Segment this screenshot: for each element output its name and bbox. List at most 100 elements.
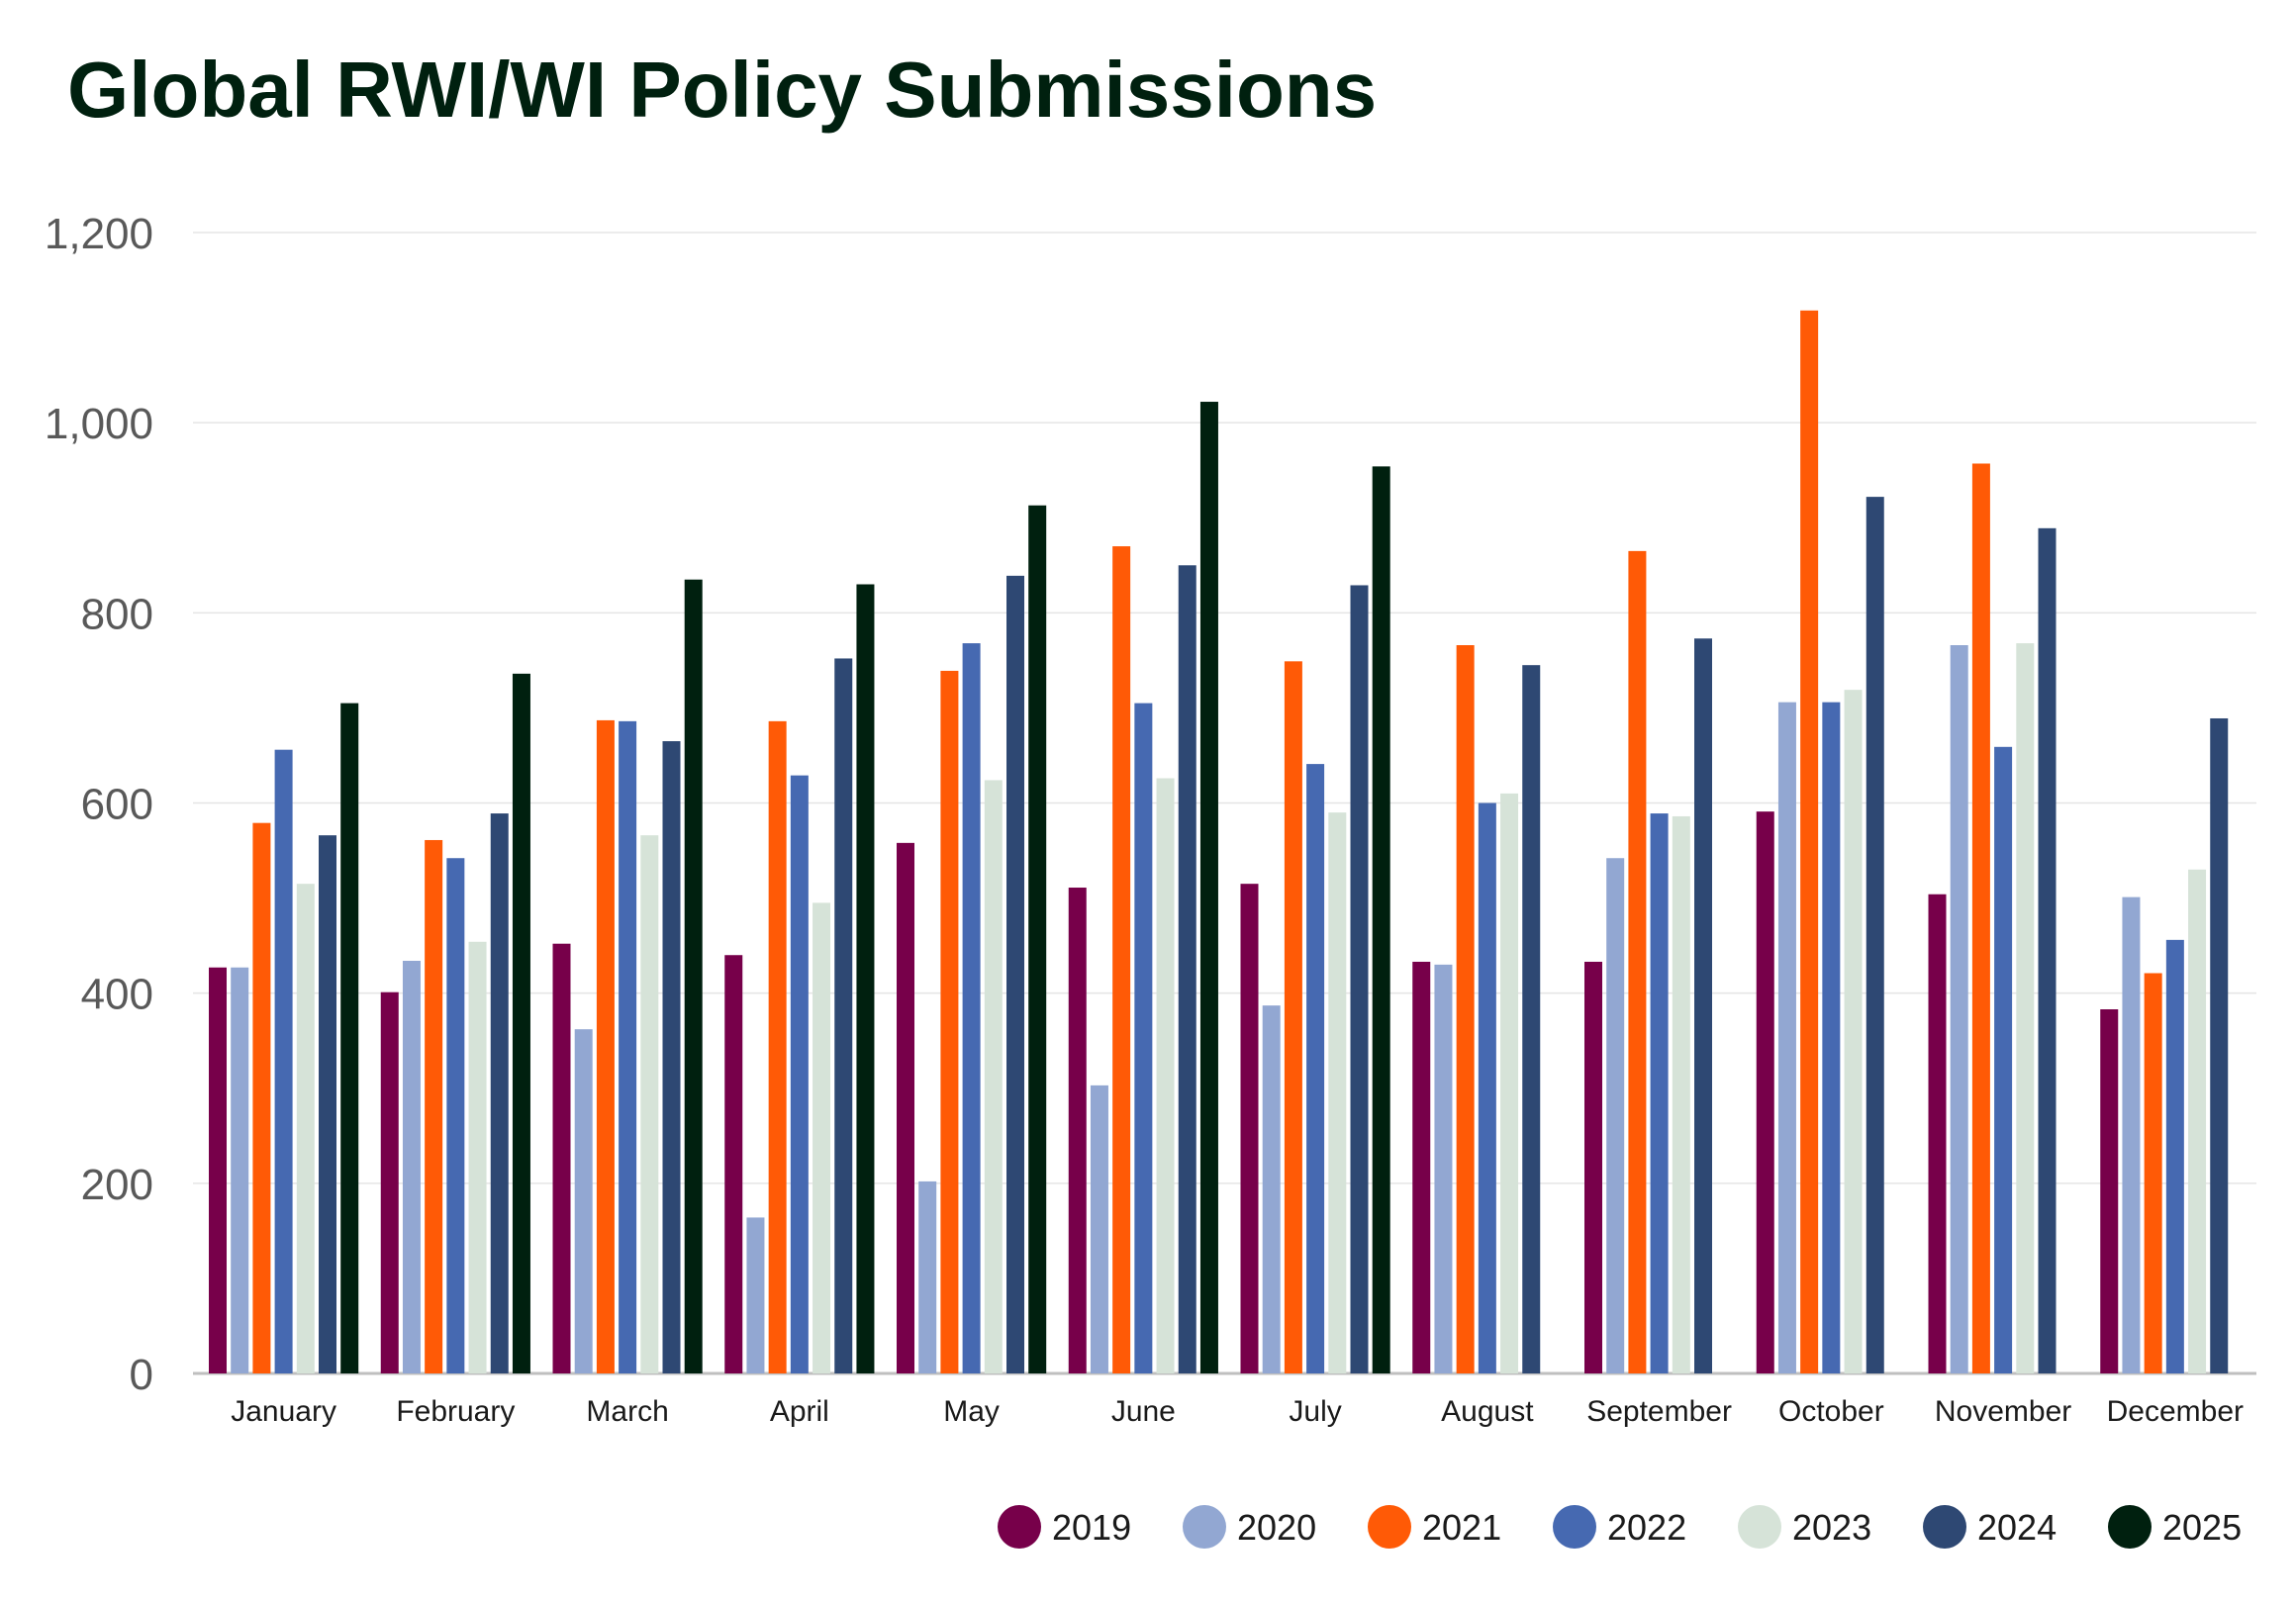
bar-january-2022: [274, 749, 293, 1373]
x-tick-label: February: [396, 1395, 515, 1428]
x-tick-label: October: [1778, 1395, 1884, 1428]
bar-august-2023: [1500, 793, 1519, 1373]
bar-group-august: [1412, 645, 1541, 1373]
bar-june-2022: [1134, 703, 1153, 1373]
x-tick-label: July: [1289, 1395, 1341, 1428]
bar-group-december: [2100, 717, 2229, 1373]
bar-november-2020: [1950, 645, 1968, 1373]
legend-swatch: [1923, 1505, 1966, 1549]
bar-group-november: [1928, 463, 2057, 1373]
legend-item-2020: 2020: [1183, 1505, 1316, 1549]
bar-november-2022: [1994, 746, 2013, 1373]
bar-may-2020: [918, 1180, 937, 1373]
legend-label: 2021: [1422, 1507, 1501, 1548]
bar-march-2020: [574, 1029, 593, 1373]
bar-group-march: [552, 579, 703, 1373]
x-tick-label: August: [1441, 1395, 1534, 1428]
legend-swatch: [2108, 1505, 2152, 1549]
bar-february-2024: [490, 813, 509, 1373]
legend-label: 2025: [2162, 1507, 2242, 1548]
bar-december-2021: [2144, 973, 2162, 1373]
bar-august-2024: [1522, 665, 1541, 1373]
legend-label: 2019: [1052, 1507, 1131, 1548]
x-axis-ticks: January February March April May June July Augu…: [231, 1395, 2244, 1428]
legend-swatch: [1738, 1505, 1781, 1549]
legend-item-2024: 2024: [1923, 1505, 2057, 1549]
bar-february-2021: [425, 839, 443, 1373]
bar-may-2022: [962, 643, 981, 1373]
bar-november-2024: [2038, 527, 2057, 1373]
bar-june-2025: [1199, 402, 1218, 1373]
bar-september-2020: [1606, 858, 1625, 1373]
bar-october-2024: [1866, 497, 1884, 1373]
legend-swatch: [1183, 1505, 1226, 1549]
bar-may-2019: [897, 842, 914, 1373]
y-axis-ticks: 0 200 400 600 800 1,000 1,200: [45, 210, 153, 1399]
bar-april-2022: [790, 775, 809, 1373]
bar-group-may: [897, 505, 1047, 1373]
y-tick-label: 1,200: [45, 210, 153, 258]
bar-july-2023: [1328, 812, 1347, 1373]
bar-february-2019: [380, 991, 399, 1373]
legend-swatch: [1553, 1505, 1596, 1549]
legend-item-2025: 2025: [2108, 1505, 2242, 1549]
bar-november-2023: [2016, 643, 2035, 1373]
bar-april-2021: [768, 720, 787, 1373]
bar-august-2022: [1478, 802, 1496, 1373]
y-tick-label: 200: [81, 1161, 153, 1209]
bars: [209, 310, 2229, 1373]
x-tick-label: September: [1586, 1395, 1732, 1428]
bar-july-2019: [1240, 884, 1259, 1373]
bar-june-2019: [1068, 888, 1087, 1373]
bar-october-2019: [1756, 811, 1774, 1373]
bar-december-2023: [2188, 869, 2207, 1373]
bar-march-2024: [662, 741, 681, 1373]
bar-march-2023: [640, 835, 659, 1373]
bar-may-2025: [1028, 505, 1047, 1373]
bar-july-2021: [1284, 661, 1302, 1373]
legend-item-2023: 2023: [1738, 1505, 1871, 1549]
bar-december-2020: [2122, 896, 2141, 1373]
bar-august-2020: [1434, 964, 1453, 1373]
chart-title: Global RWI/WI Policy Submissions: [67, 46, 1377, 134]
x-tick-label: December: [2107, 1395, 2244, 1428]
x-tick-label: June: [1111, 1395, 1176, 1428]
bar-group-april: [724, 584, 875, 1373]
gridlines: [193, 232, 2256, 1375]
bar-july-2025: [1372, 466, 1390, 1373]
bar-march-2021: [596, 719, 615, 1373]
bar-february-2020: [402, 960, 421, 1373]
bar-august-2021: [1456, 645, 1475, 1373]
bar-september-2019: [1584, 961, 1602, 1373]
legend-label: 2024: [1977, 1507, 2057, 1548]
bar-july-2022: [1306, 764, 1325, 1373]
bar-september-2021: [1628, 550, 1647, 1373]
bar-october-2020: [1777, 702, 1796, 1373]
bar-december-2024: [2210, 717, 2229, 1373]
bar-october-2021: [1800, 310, 1819, 1373]
y-tick-label: 600: [81, 781, 153, 829]
bar-june-2024: [1178, 565, 1196, 1373]
bar-august-2019: [1412, 961, 1431, 1373]
bar-december-2022: [2165, 939, 2184, 1373]
x-tick-label: March: [586, 1395, 668, 1428]
bar-january-2024: [319, 835, 336, 1373]
y-tick-label: 1,000: [45, 400, 153, 448]
bar-may-2021: [940, 670, 959, 1373]
y-tick-label: 800: [81, 590, 153, 638]
bar-november-2019: [1928, 894, 1947, 1373]
legend-label: 2020: [1237, 1507, 1316, 1548]
bar-april-2019: [724, 955, 743, 1373]
bar-april-2020: [746, 1217, 765, 1373]
bar-january-2021: [252, 822, 271, 1373]
bar-october-2022: [1822, 702, 1841, 1373]
legend-label: 2022: [1607, 1507, 1686, 1548]
bar-march-2022: [619, 720, 637, 1373]
y-tick-label: 0: [130, 1351, 153, 1399]
legend-label: 2023: [1792, 1507, 1871, 1548]
bar-september-2024: [1694, 638, 1712, 1373]
bar-april-2024: [834, 658, 853, 1373]
bar-february-2023: [468, 941, 487, 1373]
